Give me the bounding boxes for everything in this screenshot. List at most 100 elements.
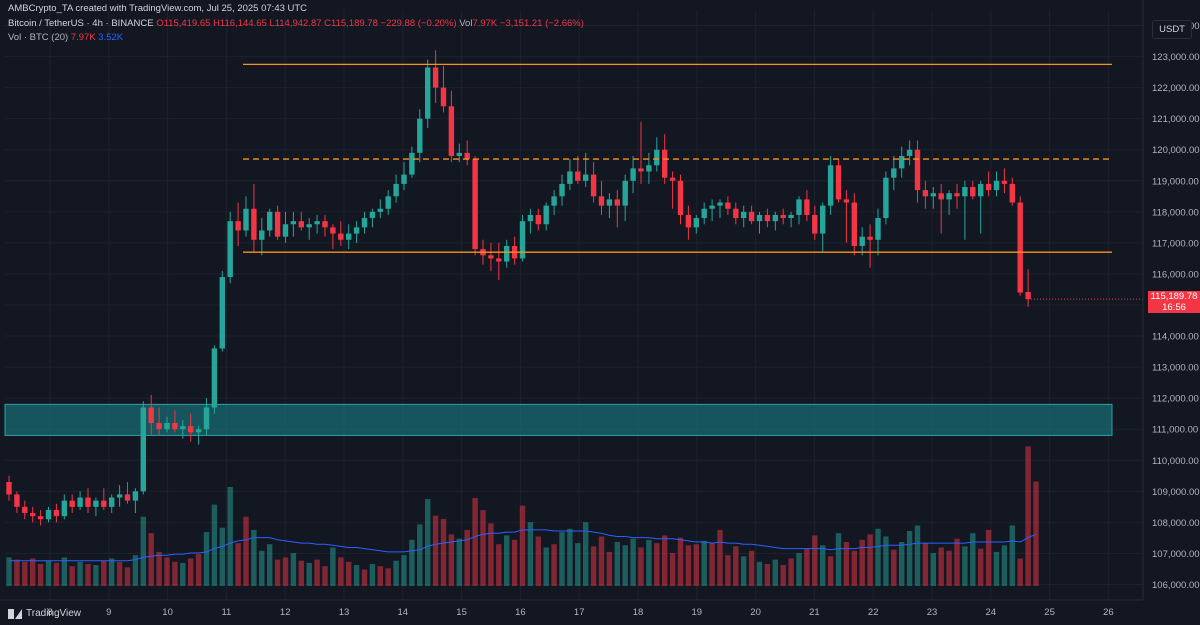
time-tick-label: 24: [986, 607, 997, 618]
volume-bar: [116, 561, 123, 586]
volume-bar: [954, 538, 960, 586]
candle-body: [353, 227, 360, 234]
time-tick-label: 14: [398, 607, 409, 618]
candle-body: [662, 149, 668, 178]
volume-bar: [69, 566, 75, 586]
candle-body: [346, 233, 352, 240]
volume-bar: [962, 546, 968, 586]
candle-body: [488, 255, 494, 259]
candle-body: [535, 214, 541, 225]
candle-body: [843, 199, 850, 203]
volume-bar: [338, 557, 344, 586]
candle-body: [211, 348, 218, 408]
volume-bar: [638, 547, 644, 586]
candle-body: [583, 174, 589, 181]
candle-body: [267, 211, 273, 231]
candle-body: [77, 497, 83, 507]
time-tick-label: 16: [515, 607, 526, 618]
candle-body: [274, 211, 281, 237]
candle-body: [891, 168, 897, 178]
volume-bar: [693, 544, 699, 586]
candle-body: [543, 205, 549, 225]
candle-body: [464, 152, 470, 160]
candle-body: [598, 196, 605, 206]
volume-bar: [132, 555, 139, 586]
candle-body: [14, 494, 20, 507]
time-tick-label: 25: [1044, 607, 1055, 618]
candle-body: [282, 224, 289, 237]
candle-body: [646, 165, 652, 172]
candle-body: [717, 202, 723, 206]
candle-body: [669, 177, 676, 181]
price-tick-label: 110,000.00: [1152, 456, 1199, 467]
candle-body: [954, 193, 960, 197]
candle-body: [796, 199, 802, 215]
candle-body: [180, 426, 186, 430]
vol-indicator-label[interactable]: Vol · BTC (20): [8, 32, 69, 43]
volume-bar: [1017, 558, 1023, 586]
candles-layer: [6, 50, 1031, 526]
candle-body: [425, 67, 431, 119]
volume-bar: [590, 546, 597, 586]
volume-bar: [827, 556, 834, 586]
candle-body: [314, 221, 320, 225]
time-tick-label: 22: [868, 607, 879, 618]
volume-bar: [899, 542, 905, 586]
volume-bar: [867, 534, 873, 586]
volume-bar: [930, 553, 936, 586]
candle-body: [946, 193, 952, 200]
candle-body: [156, 423, 162, 430]
time-tick-label: 15: [456, 607, 467, 618]
candle-body: [53, 509, 60, 517]
volume-bar: [267, 544, 273, 586]
volume-bar: [464, 529, 470, 586]
volume-bar: [93, 565, 99, 586]
ohlc-high: H116,144.65: [213, 18, 267, 29]
candle-body: [559, 183, 565, 197]
candle-body: [630, 168, 636, 181]
volume-bar: [914, 525, 921, 586]
candle-body: [85, 497, 91, 507]
volume-bar: [385, 568, 391, 586]
candle-body: [69, 500, 75, 507]
candle-body: [812, 214, 818, 234]
volume-bar: [535, 536, 541, 586]
volume-bar: [796, 553, 802, 586]
volume-bar: [511, 539, 518, 586]
price-tick-label: 121,000.00: [1152, 114, 1200, 125]
volume-legend[interactable]: Vol · BTC (20) 7.97K 3.52K: [8, 32, 123, 43]
price-tick-label: 113,000.00: [1152, 363, 1199, 374]
candle-body: [804, 199, 810, 215]
volume-bar: [235, 543, 241, 586]
candle-body: [725, 202, 731, 209]
volume-bar: [369, 564, 376, 586]
ohlc-change: −229.88 (−0.20%): [380, 18, 457, 29]
volume-bar: [274, 559, 281, 586]
volume-bar: [709, 543, 715, 586]
volume-bar: [780, 565, 786, 586]
symbol-line[interactable]: Bitcoin / TetherUS · 4h · BINANCE: [8, 18, 154, 29]
candle-body: [867, 236, 873, 240]
volume-bar: [804, 548, 810, 586]
volume-bar: [448, 534, 455, 586]
candle-body: [741, 211, 747, 219]
time-tick-label: 21: [809, 607, 820, 618]
volume-bar: [756, 561, 763, 586]
candle-body: [922, 190, 929, 197]
volume-bar: [164, 557, 170, 586]
candle-body: [677, 180, 684, 215]
tradingview-brand[interactable]: TradingView: [8, 608, 81, 619]
candle-body: [61, 500, 67, 517]
vol-delta: −3,151.21 (−2.66%): [499, 18, 584, 29]
volume-bar: [606, 551, 613, 586]
candle-body: [701, 208, 707, 219]
candle-body: [393, 183, 399, 197]
symbol-legend[interactable]: Bitcoin / TetherUS · 4h · BINANCE O115,4…: [8, 18, 584, 29]
candle-body: [851, 202, 857, 246]
candle-body: [709, 205, 715, 209]
currency-button[interactable]: USDT: [1152, 20, 1192, 39]
volume-bar: [922, 543, 929, 586]
candle-body: [638, 168, 644, 172]
volume-bar: [330, 547, 336, 586]
